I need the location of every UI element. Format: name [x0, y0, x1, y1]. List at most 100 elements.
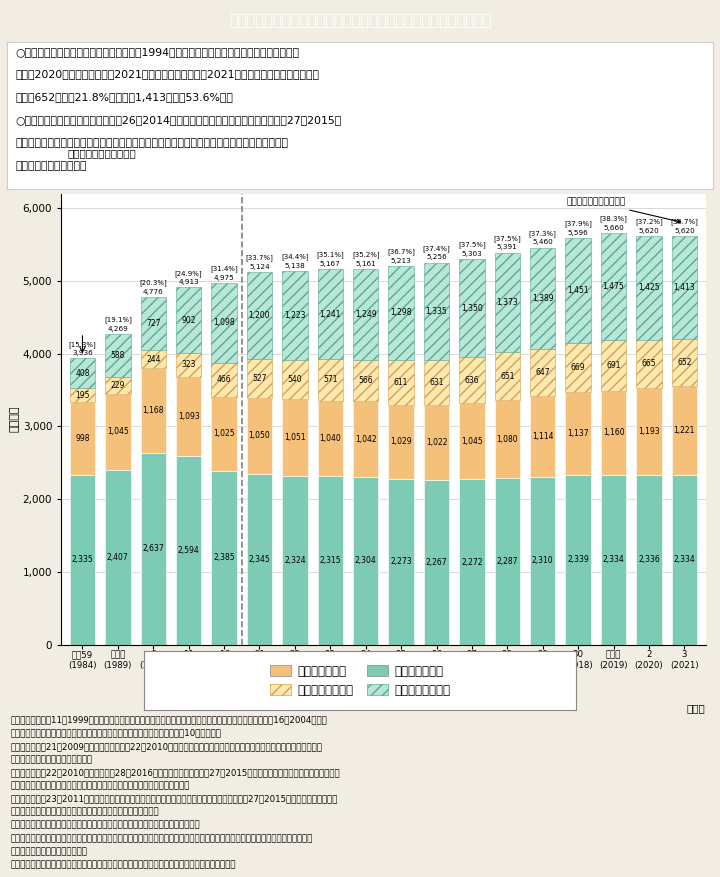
Text: 1,298: 1,298 [390, 309, 412, 317]
Text: 1,022: 1,022 [426, 438, 447, 447]
Bar [424, 480, 449, 645]
Bar [140, 350, 166, 368]
Text: ５．雇用形態の区分は、勤め先での「呼称」によるもの。: ５．雇用形態の区分は、勤め先での「呼称」によるもの。 [11, 808, 159, 816]
Text: [15.3%]: [15.3%] [68, 341, 96, 347]
Bar [176, 288, 202, 353]
Text: 1,114: 1,114 [532, 431, 554, 440]
Bar [672, 386, 697, 475]
Bar [282, 360, 307, 399]
Text: ７．非正規雇用労働者：勤め先での呼称が「パート」「アルバイト」「労働者派遣事業所の派遣社員」「契約社員」「嘱託」: ７．非正規雇用労働者：勤め先での呼称が「パート」「アルバイト」「労働者派遣事業所… [11, 834, 313, 843]
Text: ４．平成23（2011）年の数値、割合は、被災３県の補完推計値を用いて計算した値（平成27（2015）年国勢調査基準）。: ４．平成23（2011）年の数値、割合は、被災３県の補完推計値を用いて計算した値… [11, 795, 338, 803]
Bar [212, 283, 237, 363]
Text: 4,269: 4,269 [107, 326, 128, 332]
Text: [36.7%]: [36.7%] [670, 218, 698, 225]
Bar [105, 334, 130, 377]
Text: 4,913: 4,913 [179, 279, 199, 285]
Text: 727: 727 [146, 319, 161, 328]
Y-axis label: （万人）: （万人） [10, 406, 20, 432]
Text: 1,045: 1,045 [461, 437, 483, 446]
Bar [459, 259, 485, 357]
Bar [353, 402, 379, 477]
Text: 2,287: 2,287 [497, 557, 518, 566]
Bar [70, 359, 95, 389]
Text: 1,168: 1,168 [143, 406, 164, 415]
Text: 2,345: 2,345 [248, 555, 270, 564]
Text: 5,124: 5,124 [249, 264, 270, 270]
Text: 1,451: 1,451 [567, 286, 589, 295]
Text: [35.1%]: [35.1%] [316, 252, 344, 258]
Bar [636, 388, 662, 474]
Text: 4,975: 4,975 [214, 275, 235, 281]
Bar [176, 376, 202, 456]
Bar [424, 360, 449, 405]
Bar [495, 353, 520, 400]
Text: 466: 466 [217, 375, 231, 384]
Bar [353, 269, 379, 360]
Bar [105, 469, 130, 645]
Bar [636, 474, 662, 645]
Bar [282, 475, 307, 645]
Bar [176, 456, 202, 645]
Text: 1,093: 1,093 [178, 412, 199, 421]
Text: 1,025: 1,025 [213, 430, 235, 438]
Text: 244: 244 [146, 354, 161, 364]
Bar [530, 349, 555, 396]
Bar [140, 453, 166, 645]
Bar [672, 339, 697, 386]
Bar [318, 269, 343, 360]
Text: 195: 195 [75, 390, 90, 400]
Text: 年に８年ぶりに増加に転じ、男性は４年連続で増加したあとわずかに減少しほぼ横ばい、女: 年に８年ぶりに増加に転じ、男性は４年連続で増加したあとわずかに減少しほぼ横ばい、… [16, 138, 289, 148]
Text: 2,637: 2,637 [143, 545, 164, 553]
Text: 571: 571 [323, 375, 338, 384]
Bar [636, 339, 662, 388]
Text: [33.7%]: [33.7%] [246, 254, 274, 261]
Bar [70, 389, 95, 403]
Text: 4,776: 4,776 [143, 289, 163, 296]
Bar [672, 236, 697, 339]
Text: 降は総務省「労働力調査（詳細集計）」（年平均）長期時系列表10より作成。: 降は総務省「労働力調査（詳細集計）」（年平均）長期時系列表10より作成。 [11, 729, 222, 738]
Legend: 正規雇用：女性, 非正規雇用：女性, 正規雇用：男性, 非正規雇用：男性: 正規雇用：女性, 非正規雇用：女性, 正規雇用：男性, 非正規雇用：男性 [265, 660, 455, 702]
Bar [565, 238, 591, 343]
Text: 651: 651 [500, 372, 515, 381]
Text: 2,324: 2,324 [284, 556, 306, 565]
Bar [565, 343, 591, 392]
Bar [212, 471, 237, 645]
Text: 1,475: 1,475 [603, 282, 624, 291]
Text: 691: 691 [606, 361, 621, 370]
Text: 902: 902 [181, 316, 196, 324]
Text: 1,241: 1,241 [320, 310, 341, 318]
Text: ８．割合は、「正規雇用労働者」「非正規雇用労働者」、それぞれの男女計に占める割合。: ８．割合は、「正規雇用労働者」「非正規雇用労働者」、それぞれの男女計に占める割合… [11, 860, 236, 869]
Text: 1,200: 1,200 [248, 311, 270, 320]
Text: 2,273: 2,273 [390, 558, 412, 567]
Bar [70, 474, 95, 645]
Bar [247, 474, 272, 645]
Text: ３．平成22（2010）年から平成28（2016）年までの数値は、平成27（2015）年国勢調査の確定人口に基づく推計人: ３．平成22（2010）年から平成28（2016）年までの数値は、平成27（20… [11, 768, 341, 777]
Bar [247, 272, 272, 360]
Text: [37.3%]: [37.3%] [528, 230, 557, 237]
Text: 1,249: 1,249 [355, 310, 377, 319]
Text: 役員を除く雇用者の人数: 役員を除く雇用者の人数 [566, 197, 680, 223]
Text: 1,350: 1,350 [461, 303, 483, 312]
Text: 「その他」である者。: 「その他」である者。 [11, 847, 88, 856]
Text: 1,373: 1,373 [497, 298, 518, 307]
Text: [37.5%]: [37.5%] [458, 241, 486, 248]
Bar [212, 396, 237, 471]
Text: 男性652万人（21.8%）、女性1,413万人（53.6%）。: 男性652万人（21.8%）、女性1,413万人（53.6%）。 [16, 92, 233, 103]
Bar [318, 401, 343, 476]
Text: 229: 229 [111, 381, 125, 389]
Bar [282, 399, 307, 475]
Bar [459, 480, 485, 645]
Bar [495, 253, 520, 353]
Bar [247, 360, 272, 398]
Text: 588: 588 [111, 351, 125, 360]
Bar [388, 360, 414, 404]
Text: 2,334: 2,334 [673, 555, 696, 564]
Text: [36.7%]: [36.7%] [387, 248, 415, 255]
Text: [37.4%]: [37.4%] [423, 245, 451, 252]
Text: 5,256: 5,256 [426, 254, 447, 260]
Text: [34.4%]: [34.4%] [281, 253, 309, 260]
Text: 1,389: 1,389 [532, 294, 554, 303]
Text: [37.2%]: [37.2%] [635, 218, 663, 225]
Text: 2,407: 2,407 [107, 553, 129, 561]
Bar [600, 390, 626, 475]
